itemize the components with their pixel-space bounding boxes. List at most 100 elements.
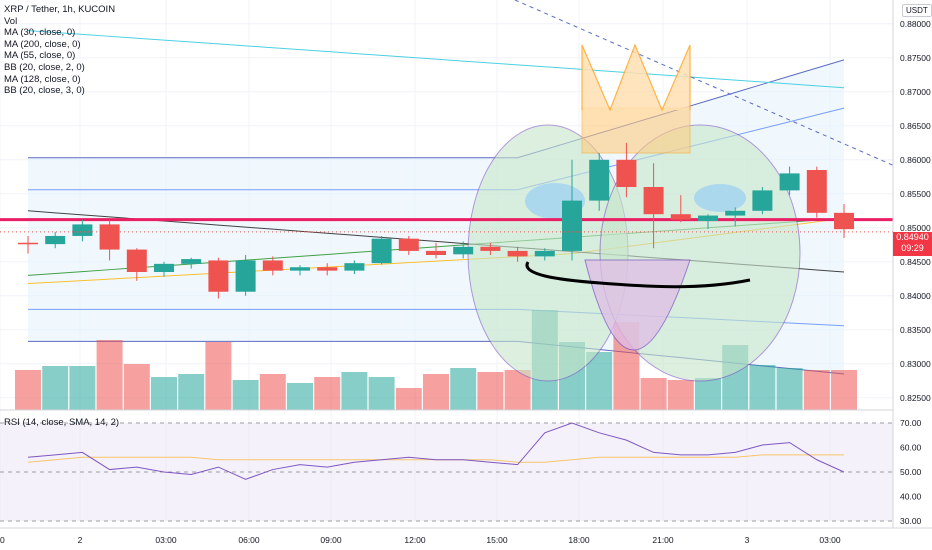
legend-bb-2[interactable]: BB (20, close, 2, 0) [4,61,85,73]
volume-bar [640,378,667,410]
time-axis-label: 2 [78,535,83,545]
candle-body [670,214,691,220]
time-axis-label: 21:00 [652,535,674,545]
volume-bar [667,380,694,410]
time-axis-label: 18:00 [568,535,590,545]
candle-body [643,187,664,215]
candle-body [290,267,310,271]
legend-ma-128[interactable]: MA (128, close, 0) [4,73,81,85]
volume-bar [368,377,395,410]
rsi-legend[interactable]: RSI (14, close, SMA, 14, 2) [4,417,120,428]
volume-bar [831,370,857,410]
time-axis-label: 03:00 [155,535,177,545]
volume-bar [341,372,368,410]
price-axis-label: 0.87000 [900,87,931,97]
volume-bar [450,368,477,410]
candle-body [208,260,229,292]
price-axis-label: 0.82500 [900,393,931,403]
volume-bar [423,374,449,410]
candle-body [72,224,93,236]
legend-ma-200[interactable]: MA (200, close, 0) [4,38,81,50]
candle-body [18,242,38,245]
legend-bb-3[interactable]: BB (20, close, 3, 0) [4,85,85,97]
candle-body [45,235,66,245]
crown-base-drawing [581,107,691,154]
volume-bar [395,388,422,410]
legend-ma-55[interactable]: MA (55, close, 0) [4,50,76,62]
bar-countdown: 09:29 [901,243,924,253]
rsi-axis-label: 50.00 [900,467,922,477]
candle-body [534,250,555,257]
chart-legend: XRP / Tether, 1h, KUCOIN Vol MA (30, clo… [4,4,115,97]
price-axis-label: 0.87500 [900,53,931,63]
candle-body [99,224,120,250]
ma-200-line [27,30,845,89]
rsi-axis-label: 30.00 [900,516,922,526]
candle-body [317,267,338,271]
price-axis-label: 0.85500 [900,189,931,199]
candle-body [154,263,174,272]
volume-bar [477,372,504,410]
currency-badge[interactable]: USDT [902,4,932,17]
volume-bar [776,368,803,410]
candle-body [752,190,773,211]
volume-bar [749,365,776,410]
rsi-band [0,423,893,521]
time-axis-label: 15:00 [486,535,508,545]
candle-body [562,200,582,251]
price-axis-label: 0.85000 [900,223,931,233]
price-axis-label: 0.83500 [900,325,931,335]
candle-body [806,170,827,213]
price-axis-label: 0.84500 [900,257,931,267]
volume-bar [803,370,830,410]
price-axis-label: 0.84000 [900,291,931,301]
price-axis-label: 0.88000 [900,19,931,29]
right-eye-drawing [694,184,746,212]
legend-volume[interactable]: Vol [4,15,18,27]
volume-bar [259,374,286,410]
volume-bar [178,374,205,410]
candle-body [426,250,446,255]
volume-bar [151,377,177,410]
rsi-axis-label: 40.00 [900,492,922,502]
candle-body [725,210,746,216]
rsi-line [27,422,845,480]
bollinger-upper-3 [28,59,845,159]
volume-bar [232,380,259,410]
time-axis-label: 03:00 [819,535,841,545]
volume-bar [287,383,313,410]
candle-body [235,260,256,292]
volume-bar [314,377,341,410]
volume-bar [96,340,123,410]
volume-bar [69,366,96,410]
candle-body [344,263,365,271]
last-price: 0.84940 [896,232,929,242]
candle-body [371,238,392,264]
price-axis-label: 0.86500 [900,121,931,131]
volume-bar [695,378,721,410]
rsi-axis-label: 60.00 [900,443,922,453]
candle-body [480,246,501,251]
time-axis-label: 00 [0,535,5,545]
candle-body [616,159,637,187]
rsi-axis-label: 70.00 [900,418,922,428]
candle-body [126,249,147,272]
candle-body [398,238,419,251]
time-axis-label: 06:00 [238,535,260,545]
legend-ma-30[interactable]: MA (30, close, 0) [4,27,76,39]
time-axis-label: 3 [745,535,750,545]
candle-body [834,212,854,230]
candle-body [453,246,474,255]
candle-body [181,259,202,264]
last-price-tag: 0.84940 09:29 [893,232,932,256]
time-axis-label: 09:00 [320,535,342,545]
volume-bar [123,364,150,410]
candle-body [262,260,283,271]
crown-spikes-drawing [581,43,691,112]
legend-symbol-title[interactable]: XRP / Tether, 1h, KUCOIN [4,4,116,15]
volume-bar [205,342,232,410]
candle-body [589,159,610,201]
time-axis-label: 12:00 [404,535,426,545]
candle-body [507,250,528,257]
